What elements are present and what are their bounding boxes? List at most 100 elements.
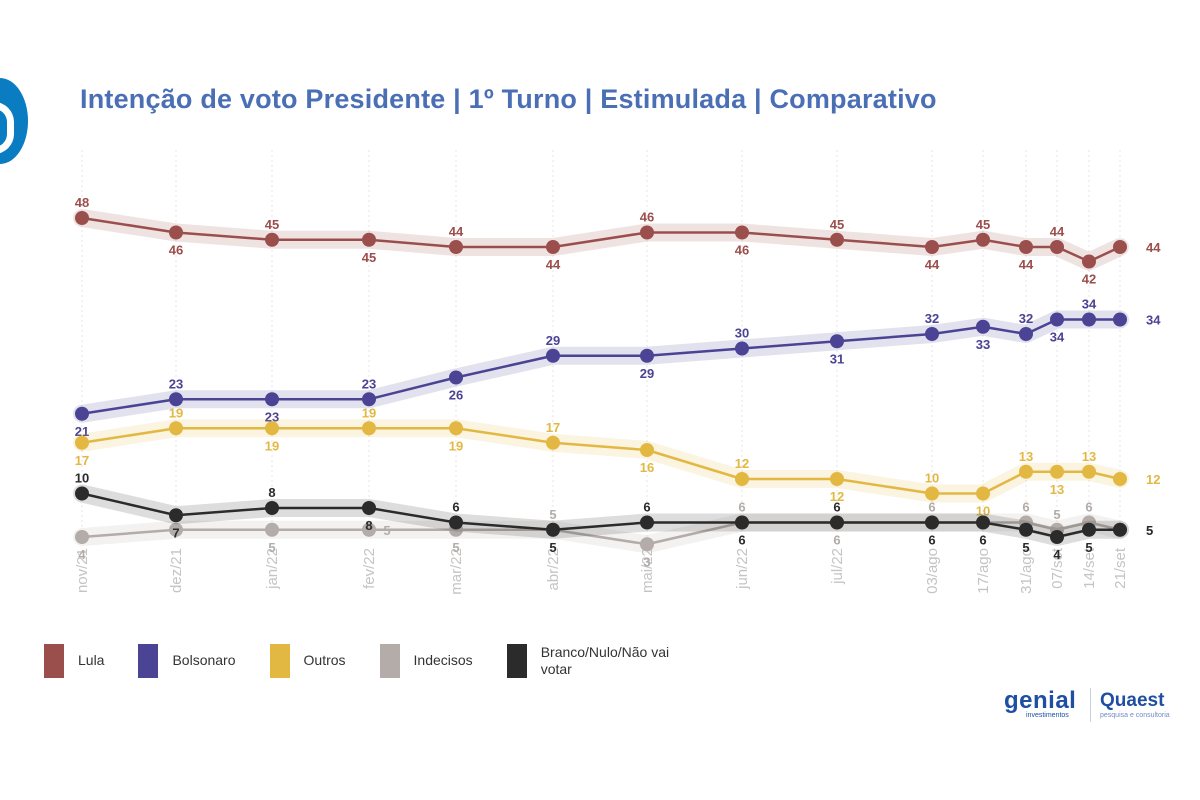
point-bolsonaro-jul-22	[830, 334, 844, 349]
data-label-bolsonaro-03-ago: 32	[925, 311, 939, 326]
data-label-branco-nulo-nao-vai-votar-mar-22: 6	[452, 500, 459, 515]
point-branco-nulo-nao-vai-votar-nov-21	[75, 486, 89, 501]
data-label-branco-nulo-nao-vai-votar-nov-21: 10	[75, 471, 89, 486]
point-outros-abr-22	[546, 435, 560, 450]
gridlines	[81, 150, 1121, 540]
point-bolsonaro-21-set	[1113, 312, 1127, 327]
point-lula-21-set	[1113, 240, 1127, 254]
x-tick-21-set: 21/set	[1112, 547, 1129, 589]
point-bolsonaro-31-ago	[1019, 327, 1033, 341]
data-label-bolsonaro-abr-22: 29	[546, 333, 560, 348]
data-label-lula-mar-22: 44	[449, 224, 464, 239]
data-label-outros-abr-22: 17	[546, 420, 560, 435]
data-label-branco-nulo-nao-vai-votar-abr-22: 5	[549, 540, 556, 555]
point-bolsonaro-abr-22	[546, 348, 560, 363]
point-outros-21-set	[1113, 472, 1127, 486]
data-label-lula-mai-22: 46	[640, 210, 654, 225]
x-tick-31-ago: 31/ago	[1018, 548, 1035, 594]
point-indecisos-jan-22	[265, 522, 279, 537]
point-bolsonaro-mar-22	[449, 370, 463, 385]
point-outros-jan-22	[265, 421, 279, 436]
point-lula-jan-22	[265, 232, 279, 247]
point-lula-17-ago	[976, 232, 990, 247]
data-label-indecisos-abr-22: 5	[549, 507, 556, 522]
point-branco-nulo-nao-vai-votar-dez-21	[169, 508, 183, 523]
point-lula-31-ago	[1019, 240, 1033, 254]
data-label-lula-07-set: 44	[1050, 224, 1065, 239]
data-label-indecisos-07-set: 5	[1053, 507, 1060, 522]
point-bolsonaro-jun-22	[735, 341, 749, 356]
point-outros-mar-22	[449, 421, 463, 436]
data-label-indecisos-21-set: 5	[1146, 523, 1153, 538]
chart-title: Intenção de voto Presidente | 1º Turno |…	[80, 84, 937, 114]
data-label-bolsonaro-jan-22: 23	[265, 409, 279, 424]
legend-item-branco-nulo: Branco/Nulo/Não vai votar	[506, 644, 681, 678]
point-outros-nov-21	[75, 435, 89, 450]
x-tick-07-set: 07/set	[1049, 547, 1066, 589]
data-label-outros-jan-22: 19	[265, 438, 279, 453]
point-lula-03-ago	[925, 240, 939, 254]
data-label-indecisos-17-ago: 6	[979, 533, 986, 548]
point-branco-nulo-nao-vai-votar-03-ago	[925, 515, 939, 530]
data-label-outros-31-ago: 13	[1019, 449, 1033, 464]
x-tick-dez-21: dez/21	[168, 548, 185, 593]
data-label-bolsonaro-fev-22: 23	[362, 376, 376, 391]
point-lula-jun-22	[735, 225, 749, 240]
x-tick-17-ago: 17/ago	[975, 548, 992, 594]
data-label-indecisos-nov-21: 4	[78, 547, 86, 562]
data-label-branco-nulo-nao-vai-votar-17-ago: 6	[979, 533, 986, 548]
quaest-logo-subtext: pesquisa e consultoria	[1100, 712, 1170, 719]
point-bolsonaro-dez-21	[169, 392, 183, 407]
x-tick-03-ago: 03/ago	[924, 548, 941, 594]
data-label-branco-nulo-nao-vai-votar-07-set: 4	[1053, 547, 1061, 562]
data-label-outros-jul-22: 12	[830, 489, 844, 504]
legend-swatch-outros	[269, 644, 290, 678]
data-label-branco-nulo-nao-vai-votar-21-set: 5	[1146, 523, 1153, 538]
legend-item-indecisos: Indecisos	[379, 644, 473, 678]
genial-logo-subtext: investimentos	[1026, 712, 1069, 719]
legend-label-branco-nulo: Branco/Nulo/Não vai votar	[540, 644, 670, 677]
genial-logo: genial investimentos	[1004, 689, 1076, 720]
data-label-bolsonaro-nov-21: 21	[75, 424, 89, 439]
data-label-lula-17-ago: 45	[976, 217, 990, 232]
quaest-logo: Quaest pesquisa e consultoria	[1100, 690, 1170, 719]
series-band-outros	[73, 419, 1129, 503]
data-label-outros-21-set: 12	[1146, 472, 1160, 487]
series-bolsonaro: 21 23 23 23 26 29 29 30 31 32 33 32 34 34 34	[73, 297, 1161, 439]
point-outros-mai-22	[640, 443, 654, 457]
data-label-outros-14-set: 13	[1082, 449, 1096, 464]
data-label-lula-21-set: 44	[1146, 240, 1161, 255]
legend-label-bolsonaro: Bolsonaro	[172, 652, 236, 668]
legend-swatch-branco-nulo	[506, 644, 527, 678]
data-label-indecisos-mai-22: 3	[643, 554, 650, 569]
point-lula-14-set	[1082, 254, 1096, 269]
point-bolsonaro-03-ago	[925, 327, 939, 341]
point-branco-nulo-nao-vai-votar-mai-22	[640, 515, 654, 530]
point-branco-nulo-nao-vai-votar-jul-22	[830, 515, 844, 530]
point-branco-nulo-nao-vai-votar-fev-22	[362, 501, 376, 515]
data-label-outros-07-set: 13	[1050, 482, 1064, 497]
data-label-bolsonaro-21-set: 34	[1146, 313, 1161, 328]
data-label-outros-mai-22: 16	[640, 460, 654, 475]
data-label-outros-03-ago: 10	[925, 471, 939, 486]
point-outros-jun-22	[735, 472, 749, 486]
data-label-bolsonaro-mar-22: 26	[449, 388, 463, 403]
legend-label-lula: Lula	[78, 652, 105, 668]
point-lula-fev-22	[362, 232, 376, 247]
x-tick-abr-22: abr/22	[545, 548, 562, 591]
legend-item-outros: Outros	[269, 644, 346, 678]
data-label-branco-nulo-nao-vai-votar-14-set: 5	[1085, 540, 1092, 555]
point-lula-abr-22	[546, 240, 560, 254]
x-tick-jun-22: jun/22	[734, 548, 751, 590]
point-bolsonaro-nov-21	[75, 406, 89, 421]
data-label-outros-mar-22: 19	[449, 438, 463, 453]
data-label-branco-nulo-nao-vai-votar-03-ago: 6	[928, 533, 935, 548]
point-outros-dez-21	[169, 421, 183, 436]
point-bolsonaro-14-set	[1082, 312, 1096, 327]
point-bolsonaro-mai-22	[640, 348, 654, 363]
line-chart: nov/21 dez/21 jan/22 fev/22 mar/22 abr/22 mai/…	[73, 150, 1161, 595]
data-label-branco-nulo-nao-vai-votar-dez-21: 7	[172, 525, 179, 540]
x-tick-fev-22: fev/22	[361, 548, 378, 589]
point-bolsonaro-17-ago	[976, 319, 990, 334]
data-label-outros-fev-22: 19	[362, 405, 376, 420]
